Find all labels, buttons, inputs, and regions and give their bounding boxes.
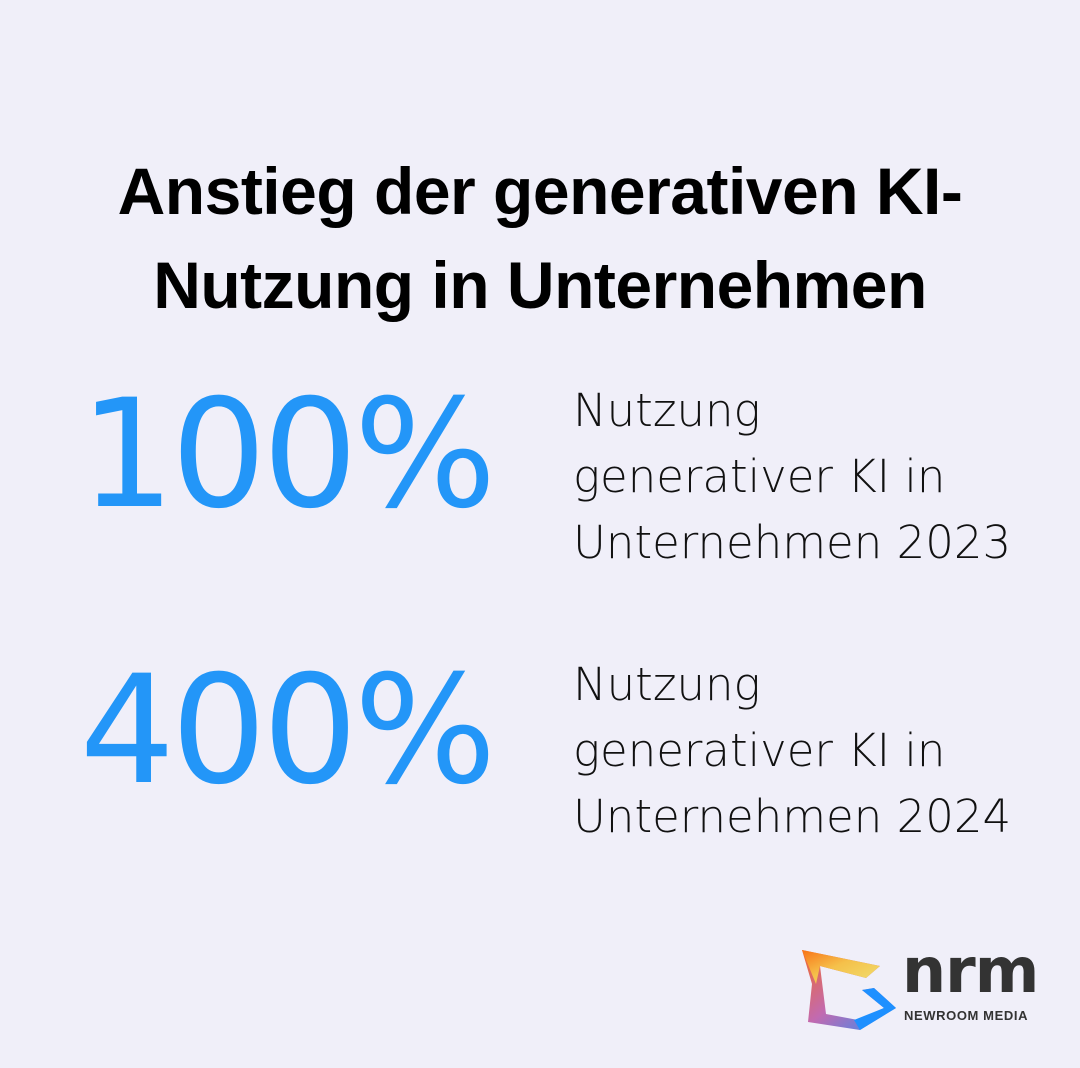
stat-label-line: Unternehmen 2024 [573, 790, 1012, 843]
stat-label: Nutzung generativer KI in Unternehmen 20… [573, 378, 1053, 576]
page-title: Anstieg der generativen KI- Nutzung in U… [0, 144, 1080, 332]
stat-row-2023: 100% Nutzung generativer KI in Unternehm… [0, 372, 1080, 572]
stat-value: 100% [79, 368, 497, 542]
stat-label-line: generativer KI in [573, 724, 946, 777]
stat-label-line: Nutzung [573, 658, 761, 711]
stat-label: Nutzung generativer KI in Unternehmen 20… [573, 652, 1053, 850]
stat-value: 400% [79, 644, 497, 818]
logo-mark-icon [802, 950, 896, 1030]
stat-label-line: Nutzung [573, 384, 761, 437]
title-line-2: Nutzung in Unternehmen [153, 248, 927, 323]
stat-label-line: generativer KI in [573, 450, 946, 503]
stat-label-line: Unternehmen 2023 [573, 516, 1012, 569]
logo-subtitle: NEWROOM MEDIA [904, 1008, 1029, 1023]
stat-row-2024: 400% Nutzung generativer KI in Unternehm… [0, 650, 1080, 850]
newroom-media-logo: nrm NEWROOM MEDIA [798, 934, 1058, 1034]
logo-wordmark: nrm [902, 934, 1039, 1007]
title-line-1: Anstieg der generativen KI- [117, 154, 963, 229]
